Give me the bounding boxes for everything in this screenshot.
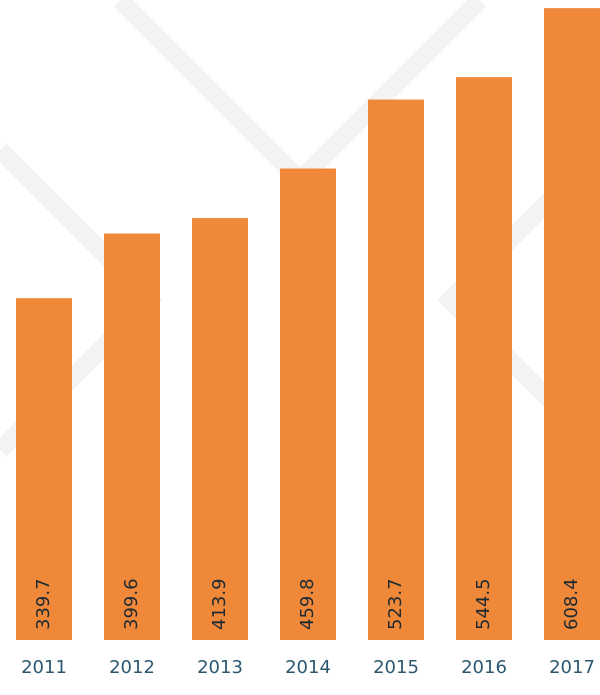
x-tick-label: 2014 [285,657,331,678]
x-tick-label: 2015 [373,657,419,678]
bar [456,77,512,640]
x-tick-label: 2016 [461,657,507,678]
value-label: 459.8 [297,578,318,630]
x-tick-label: 2013 [197,657,243,678]
value-label: 544.5 [473,578,494,630]
value-label: 339.7 [33,578,54,630]
value-label: 523.7 [385,578,406,630]
x-tick-label: 2017 [549,657,595,678]
value-label: 413.9 [209,578,230,630]
bar [104,233,160,640]
x-tick-label: 2012 [109,657,155,678]
value-label: 608.4 [561,578,582,630]
bar [280,168,336,641]
bar [368,99,424,640]
bar [192,218,248,640]
bar [544,8,600,641]
x-tick-label: 2011 [21,657,67,678]
value-label: 399.6 [121,578,142,630]
bar [16,298,72,640]
